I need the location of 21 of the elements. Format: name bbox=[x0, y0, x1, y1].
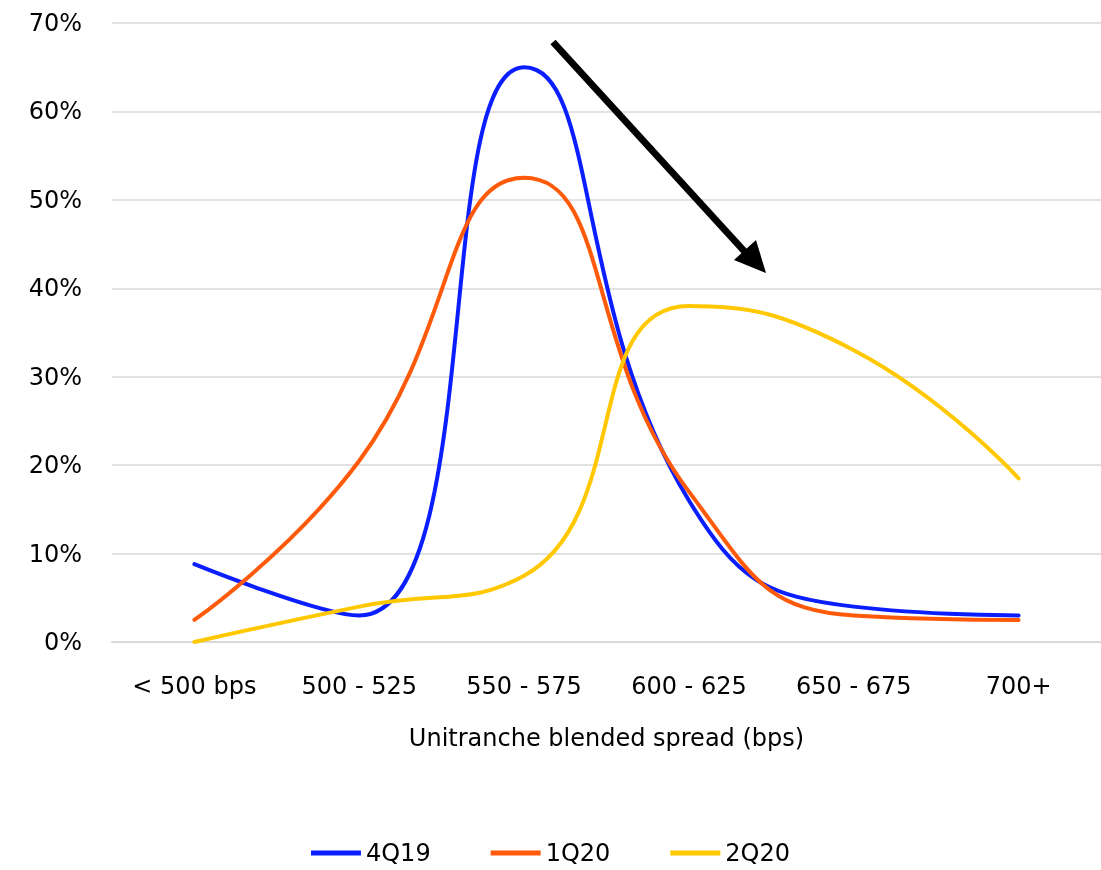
y-tick-label: 70% bbox=[28, 9, 82, 37]
legend-label: 1Q20 bbox=[545, 839, 611, 867]
line-series bbox=[192, 65, 1021, 618]
x-tick-label: < 500 bps bbox=[132, 672, 257, 700]
line-series bbox=[192, 303, 1021, 644]
y-tick-label: 0% bbox=[43, 628, 82, 656]
x-tick-label: 500 - 525 bbox=[301, 672, 418, 700]
y-tick-label: 40% bbox=[28, 274, 82, 303]
x-tick-label: 700+ bbox=[985, 672, 1052, 700]
y-tick-label: 20% bbox=[28, 451, 82, 480]
x-axis-title: Unitranche blended spread (bps) bbox=[408, 724, 805, 752]
y-tick-label: 30% bbox=[28, 362, 82, 391]
y-tick-label: 10% bbox=[28, 539, 82, 568]
x-tick-label: 600 - 625 bbox=[631, 672, 747, 700]
x-tick-label: 550 - 575 bbox=[466, 672, 582, 700]
line-series bbox=[192, 175, 1021, 622]
legend-label: 4Q19 bbox=[365, 839, 431, 867]
y-tick-label: 60% bbox=[28, 97, 82, 126]
y-tick-label: 50% bbox=[28, 185, 82, 214]
legend-label: 2Q20 bbox=[725, 839, 791, 867]
x-tick-label: 650 - 675 bbox=[795, 672, 912, 700]
